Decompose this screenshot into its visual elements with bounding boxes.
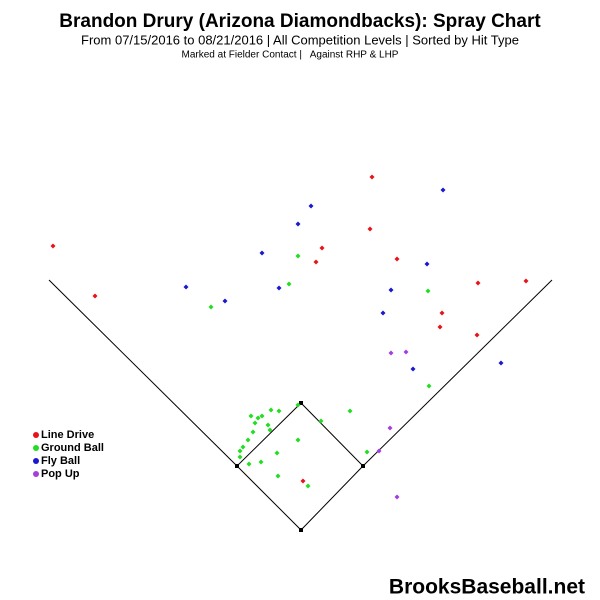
point <box>183 284 189 290</box>
point <box>388 287 394 293</box>
point <box>275 473 281 479</box>
point <box>347 408 353 414</box>
point <box>439 310 445 316</box>
point <box>387 425 393 431</box>
legend-label: Ground Ball <box>41 442 104 454</box>
point <box>267 427 273 433</box>
legend-label: Fly Ball <box>41 455 80 467</box>
point <box>475 280 481 286</box>
point <box>425 288 431 294</box>
point <box>394 494 400 500</box>
point <box>258 459 264 465</box>
point <box>295 221 301 227</box>
legend-marker <box>33 458 39 464</box>
point <box>245 437 251 443</box>
foul-line <box>362 279 553 467</box>
point <box>246 461 252 467</box>
point <box>440 187 446 193</box>
point <box>252 420 258 426</box>
point <box>295 437 301 443</box>
home-plate <box>299 528 303 532</box>
legend-marker <box>33 432 39 438</box>
point <box>286 281 292 287</box>
point <box>92 293 98 299</box>
point <box>268 407 274 413</box>
point <box>369 174 375 180</box>
point <box>50 243 56 249</box>
legend-label: Pop Up <box>41 468 80 480</box>
base <box>299 401 303 405</box>
point <box>240 444 246 450</box>
point <box>265 422 271 428</box>
legend-label: Line Drive <box>41 429 94 441</box>
point <box>255 415 261 421</box>
watermark: BrooksBaseball.net <box>389 576 585 599</box>
point <box>295 253 301 259</box>
foul-line <box>48 279 238 467</box>
point <box>364 449 370 455</box>
point <box>410 366 416 372</box>
point <box>388 350 394 356</box>
point <box>250 429 256 435</box>
point <box>474 332 480 338</box>
point <box>437 324 443 330</box>
point <box>300 478 306 484</box>
point <box>237 448 243 454</box>
point <box>498 360 504 366</box>
point <box>523 278 529 284</box>
chart-subtitle: From 07/15/2016 to 08/21/2016 | All Comp… <box>81 32 519 47</box>
point <box>380 310 386 316</box>
point <box>367 226 373 232</box>
chart-title: Brandon Drury (Arizona Diamondbacks): Sp… <box>59 11 541 32</box>
point <box>276 408 282 414</box>
point <box>424 261 430 267</box>
point <box>237 454 243 460</box>
point <box>208 304 214 310</box>
field <box>48 279 553 532</box>
point <box>248 413 254 419</box>
point <box>426 383 432 389</box>
chart-note: Marked at Fielder Contact | Against RHP … <box>182 50 399 61</box>
point <box>313 259 319 265</box>
point <box>222 298 228 304</box>
point <box>276 285 282 291</box>
point <box>394 256 400 262</box>
point <box>308 203 314 209</box>
legend-marker <box>33 471 39 477</box>
point <box>259 250 265 256</box>
legend-marker <box>33 445 39 451</box>
point <box>318 418 324 424</box>
base <box>361 464 365 468</box>
point <box>295 402 301 408</box>
point <box>319 245 325 251</box>
point <box>305 483 311 489</box>
point <box>376 448 382 454</box>
point <box>403 349 409 355</box>
base <box>235 464 239 468</box>
point <box>274 450 280 456</box>
point <box>259 413 265 419</box>
